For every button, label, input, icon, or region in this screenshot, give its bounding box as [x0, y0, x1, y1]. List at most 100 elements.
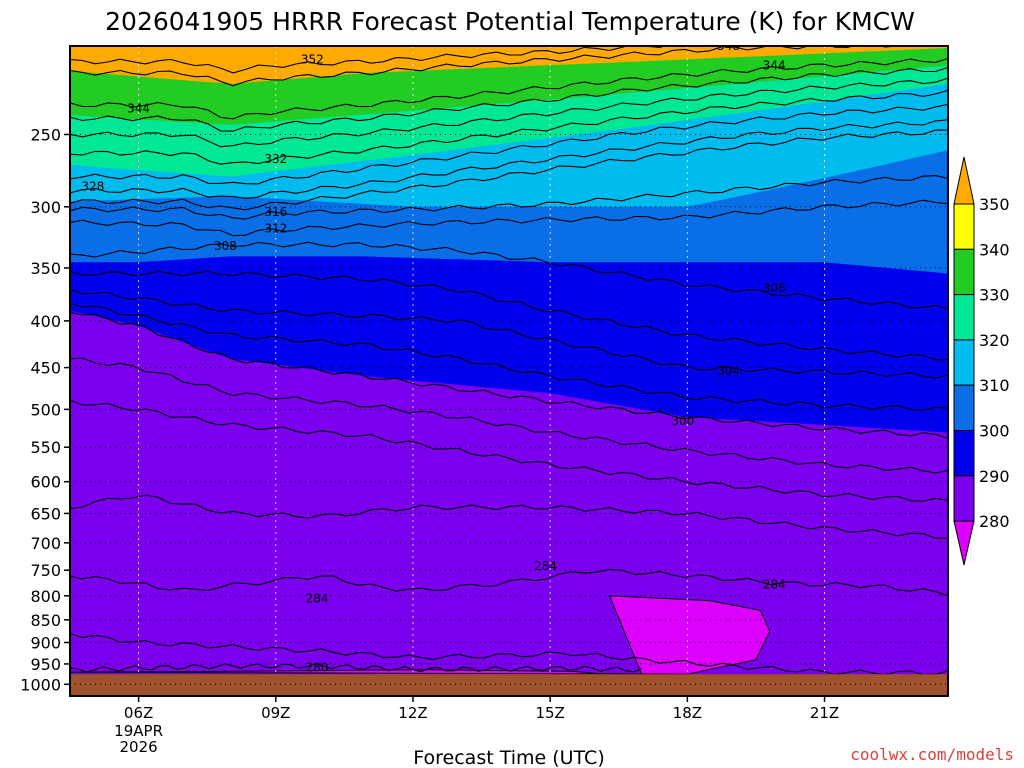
chart-title: 2026041905 HRRR Forecast Potential Tempe… [105, 7, 915, 36]
contour-label: 344 [763, 58, 786, 72]
x-tick-label: 18Z [673, 704, 702, 722]
x-tick-sublabel: 2026 [120, 738, 158, 756]
contour-label-group: 332 [264, 152, 287, 166]
y-tick-label: 700 [30, 534, 61, 553]
y-tick-label: 300 [30, 198, 61, 217]
colorbar-segment-320 [953, 339, 975, 386]
contour-label: 316 [264, 205, 287, 219]
colorbar-segment-290 [953, 475, 975, 522]
y-tick-label: 850 [30, 611, 61, 630]
contour-label-group: 352 [301, 53, 324, 67]
y-tick-label: 450 [30, 359, 61, 378]
contour-label: 344 [127, 101, 150, 115]
contour-300 [70, 311, 948, 440]
contour-308 [70, 241, 948, 310]
y-tick-label: 650 [30, 504, 61, 523]
contour-label-group: 308 [214, 239, 237, 253]
x-tick-label: 06Z [124, 704, 153, 722]
contour-label: 284 [763, 578, 786, 592]
contour-332 [70, 89, 948, 165]
contour-320 [70, 129, 948, 211]
y-tick-label: 900 [30, 633, 61, 652]
contour-label: 312 [264, 222, 287, 236]
contour-label-group: 312 [264, 222, 287, 236]
contour-label-group: 348 [717, 39, 740, 53]
contour-label-group: 328 [81, 179, 104, 193]
credit-text: coolwx.com/models [850, 745, 1014, 764]
plot-frame [69, 45, 949, 697]
contour-label: 348 [717, 39, 740, 53]
colorbar-segment-340 [953, 248, 975, 296]
colorbar-segment-310 [953, 384, 975, 432]
contour-304 [70, 288, 948, 379]
fill-layer [70, 46, 948, 696]
contour-label-group: 308 [763, 281, 786, 295]
y-tick-label: 950 [30, 655, 61, 674]
contour-292 [70, 399, 948, 502]
contour-label-layer: 352 348 344 344 332 328 316 312 308 308 304 300 284 2… [81, 39, 786, 674]
contour-284 [70, 568, 948, 597]
colorbar-label: 320 [979, 331, 1010, 350]
colorbar: 280 290 300 310 320 330 340 350 [953, 156, 1010, 566]
colorbar-label: 300 [979, 422, 1010, 441]
contour-label-group: 284 [305, 591, 328, 605]
colorbar-label: 350 [979, 195, 1010, 214]
contour-312 [70, 199, 948, 237]
contour-label: 352 [301, 53, 324, 67]
colorbar-cap-top [953, 156, 975, 205]
contour-label: 308 [763, 281, 786, 295]
y-tick-label: 250 [30, 125, 61, 144]
contour-label: 332 [264, 152, 287, 166]
y-tick-label: 500 [30, 400, 61, 419]
contour-label-group: 280 [305, 660, 328, 674]
y-tick-label: 600 [30, 473, 61, 492]
contour-label: 304 [717, 364, 740, 378]
x-tick-label: 09Z [261, 704, 290, 722]
contour-label: 280 [305, 660, 328, 674]
x-tick-label: 12Z [398, 704, 427, 722]
y-tick-label: 350 [30, 259, 61, 278]
ground-layer [70, 674, 948, 696]
x-tick-label: 15Z [535, 704, 564, 722]
y-axis: 250 300 350 400 450 500 550 600 650 700 750 800 850 9… [20, 125, 70, 694]
contour-layer [70, 46, 948, 676]
colorbar-segment-330 [953, 294, 975, 341]
contour-label-group: 284 [763, 578, 786, 592]
grid-layer [70, 46, 948, 696]
x-tick-sublabel: 19APR [114, 722, 163, 740]
contour-352 [70, 46, 667, 74]
contour-340 [70, 66, 948, 132]
contour-282 [70, 633, 948, 676]
contour-316 [70, 175, 948, 220]
contour-label-group: 300 [671, 414, 694, 428]
contour-label: 308 [214, 239, 237, 253]
x-tick-label: 21Z [810, 704, 839, 722]
plot-area: 352 348 344 344 332 328 316 312 308 308 304 300 284 2… [70, 39, 948, 696]
contour-324 [70, 119, 948, 200]
colorbar-cap-bottom [953, 520, 975, 566]
contour-label: 284 [305, 591, 328, 605]
colorbar-label: 330 [979, 286, 1010, 305]
contour-302 [70, 302, 948, 411]
contour-288 [70, 494, 948, 539]
colorbar-label: 290 [979, 467, 1010, 486]
contour-label-group: 344 [763, 58, 786, 72]
contour-label-group: 304 [717, 364, 740, 378]
y-tick-label: 750 [30, 561, 61, 580]
contour-label-group: 344 [127, 101, 150, 115]
contour-label: 284 [534, 559, 557, 573]
fill-band-350 [70, 46, 948, 84]
colorbar-label: 310 [979, 376, 1010, 395]
colorbar-label: 340 [979, 240, 1010, 259]
contour-label-group: 284 [534, 559, 557, 573]
contour-328 [70, 103, 948, 185]
y-tick-label: 550 [30, 438, 61, 457]
x-axis-title: Forecast Time (UTC) [413, 747, 604, 768]
contour-296 [70, 357, 948, 474]
contour-label: 328 [81, 179, 104, 193]
contour-306 [70, 270, 948, 361]
y-tick-label: 400 [30, 312, 61, 331]
contour-label-group: 316 [264, 205, 287, 219]
